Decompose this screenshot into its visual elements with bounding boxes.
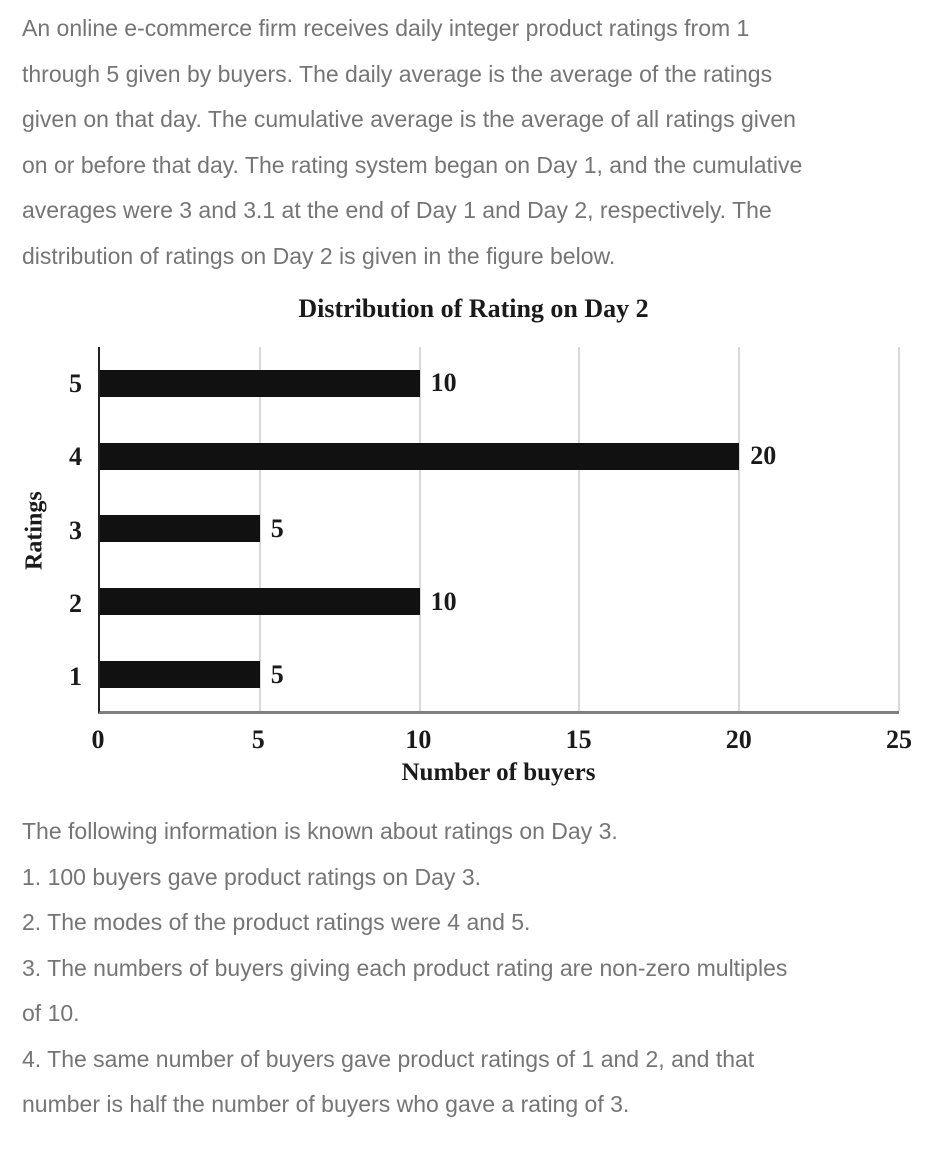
bar (100, 515, 260, 543)
bar-row: 10 (100, 347, 899, 420)
info-line: 1. 100 buyers gave product ratings on Da… (22, 863, 482, 890)
bar (100, 442, 740, 470)
gridline (898, 347, 900, 711)
info-line: The following information is known about… (22, 818, 618, 844)
bar (100, 661, 260, 689)
x-tick-label: 20 (725, 725, 752, 754)
intro-line: on or before that day. The rating system… (22, 151, 803, 178)
info-line: of 10. (22, 1000, 80, 1026)
info-line: 4. The same number of buyers gave produc… (22, 1045, 755, 1072)
intro-line: distribution of ratings on Day 2 is give… (22, 242, 616, 269)
question-page: An online e-commerce firm receives daily… (0, 0, 950, 1128)
gridline (418, 347, 421, 711)
y-category-label: 4 (69, 442, 82, 472)
y-category-label: 2 (69, 588, 82, 618)
y-category-label: 1 (69, 662, 82, 692)
gridline (258, 347, 261, 711)
x-axis-label: Number of buyers (401, 759, 596, 786)
x-tick-label: 10 (405, 725, 432, 754)
gridline (738, 347, 741, 711)
info-line: 2. The modes of the product ratings were… (22, 909, 531, 935)
bar (100, 369, 420, 397)
intro-line: An online e-commerce firm receives daily… (22, 15, 750, 41)
intro-line: through 5 given by buyers. The daily ave… (22, 60, 773, 87)
ratings-bar-chart: Distribution of Rating on Day 2 Ratings … (21, 293, 913, 787)
bar-value-label: 10 (430, 586, 457, 616)
x-tick-label: 0 (91, 725, 105, 754)
y-category-label: 3 (69, 515, 82, 545)
x-tick-label: 15 (565, 725, 592, 754)
bar-row: 10 (100, 565, 899, 638)
chart-title: Distribution of Rating on Day 2 (298, 294, 649, 323)
y-category-label: 5 (69, 368, 82, 398)
x-tick-label: 25 (886, 725, 912, 754)
intro-line: given on that day. The cumulative averag… (22, 106, 796, 132)
question-intro: An online e-commerce firm receives daily… (0, 0, 950, 279)
y-axis-label: Ratings (21, 491, 48, 570)
chart-plot-region: Ratings 5 4 3 2 1 10 20 5 10 5 (21, 347, 900, 714)
x-tick-label: 5 (251, 725, 265, 754)
day3-info: The following information is known about… (0, 809, 950, 1128)
y-axis-tick-labels: 5 4 3 2 1 (48, 347, 98, 714)
intro-line: averages were 3 and 3.1 at the end of Da… (22, 197, 772, 223)
info-line: 3. The numbers of buyers giving each pro… (22, 954, 788, 981)
bar-value-label: 10 (430, 368, 457, 398)
bar-value-label: 5 (270, 659, 284, 689)
info-line: number is half the number of buyers who … (22, 1091, 630, 1117)
bar-value-label: 20 (750, 441, 777, 471)
x-axis-tick-labels: 0 5 10 15 20 25 (92, 725, 913, 754)
bar-value-label: 5 (270, 513, 284, 543)
bar-row: 5 (100, 638, 899, 711)
bar-row: 20 (100, 420, 899, 493)
bar-row: 5 (100, 493, 899, 566)
bar (100, 588, 420, 616)
gridline (578, 347, 581, 711)
plot-area: 10 20 5 10 5 (98, 347, 900, 714)
